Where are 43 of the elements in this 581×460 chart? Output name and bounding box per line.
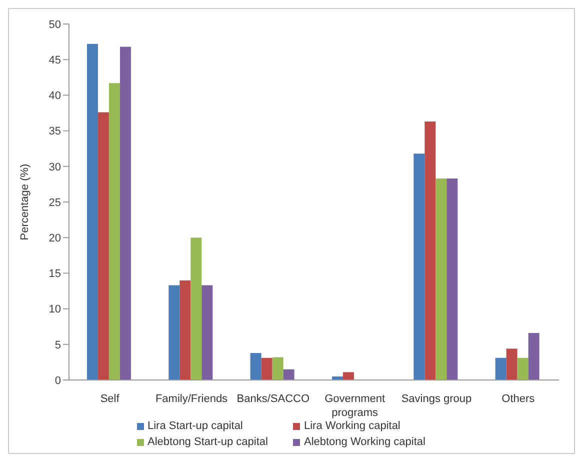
bar [506,348,518,380]
y-tick-label: 30 [48,161,61,174]
legend-label: Alebtong Start-up capital [148,436,268,448]
bar [342,372,354,380]
bar [446,178,458,380]
bar [517,358,528,380]
bar [180,280,191,380]
bar [120,46,131,380]
y-tick-label: 25 [48,196,61,209]
bar [168,285,180,380]
x-tick-label: Self [100,393,120,405]
bar [283,369,294,380]
x-tick-label: Others [502,393,536,405]
y-axis-title: Percentage (%) [18,164,31,240]
legend-label: Alebtong Working capital [304,436,426,448]
y-tick-label: 15 [48,268,61,280]
bar [424,122,436,380]
bar [495,358,506,380]
x-tick-label: Government programs [324,393,386,419]
y-tick-label: 45 [48,54,61,67]
legend-label: Lira Start-up capital [148,420,243,432]
y-tick-label: 50 [48,18,61,31]
x-tick-label: Family/Friends [155,393,228,405]
bar [98,112,109,380]
x-tick-label: Banks/SACCO [236,393,310,405]
bar [250,352,262,380]
bar [261,358,272,380]
y-tick-label: 20 [48,232,61,245]
bar [272,357,284,380]
x-tick-label: Savings group [401,393,472,405]
y-tick-label: 0 [54,374,61,387]
bar [190,238,202,380]
y-tick-label: 10 [48,304,61,316]
y-tick-label: 5 [54,339,61,352]
y-tick-label: 40 [48,90,61,102]
legend-label: Lira Working capital [304,420,400,432]
bar [528,333,540,380]
bar [108,83,120,380]
bar [436,178,447,380]
y-tick-label: 35 [48,126,61,138]
bar [86,44,98,380]
bar [414,154,425,380]
bar [202,285,213,380]
